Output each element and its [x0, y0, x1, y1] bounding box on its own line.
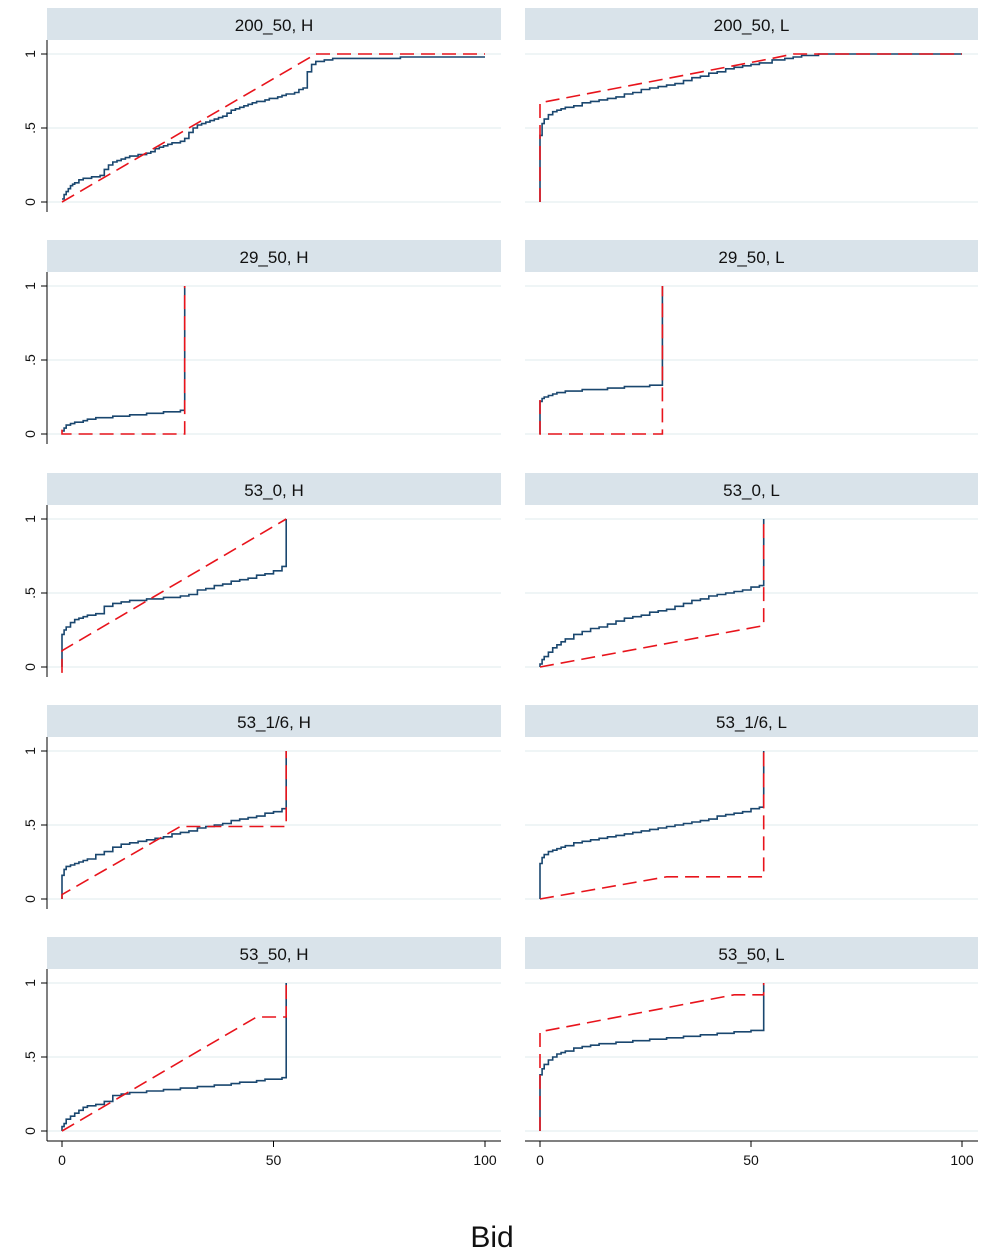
panel: 53_1/6, L — [525, 705, 978, 900]
series-empirical-line — [539, 519, 765, 667]
x-axis-label: Bid — [470, 1221, 513, 1254]
panel: 29_50, L — [525, 240, 978, 435]
y-tick-label: .5 — [22, 354, 38, 366]
y-tick-label: 1 — [22, 747, 38, 755]
series-predicted-line — [539, 751, 765, 900]
y-tick-label: 0 — [22, 895, 38, 903]
series-empirical-line — [61, 983, 287, 1131]
y-tick-label: 1 — [22, 50, 38, 58]
panel: 200_50, L — [525, 8, 978, 203]
series-empirical-line — [539, 286, 664, 434]
panel: 53_0, H 0 .5 1 — [22, 473, 501, 677]
panel-title: 53_1/6, L — [716, 713, 787, 732]
y-tick-label: .5 — [22, 587, 38, 599]
panel-header — [525, 473, 978, 505]
series-empirical-line — [539, 53, 962, 202]
panel-header — [47, 8, 501, 40]
series-predicted-line — [539, 286, 664, 435]
panel: 53_50, L 0 50 100 — [525, 937, 978, 1168]
x-tick-label: 50 — [266, 1152, 282, 1168]
panel-header — [525, 240, 978, 272]
panel-title: 29_50, H — [240, 248, 309, 267]
series-predicted-line — [539, 53, 962, 202]
series-predicted-line — [539, 983, 765, 1131]
series-empirical-line — [62, 56, 485, 200]
series-predicted-line — [61, 983, 287, 1132]
series-empirical-line — [61, 751, 287, 899]
y-tick-label: .5 — [22, 819, 38, 831]
y-tick-label: 0 — [22, 430, 38, 438]
panel-title: 53_50, H — [240, 945, 309, 964]
x-tick-label: 0 — [536, 1152, 544, 1168]
panel: 53_0, L — [525, 473, 978, 668]
panel: 29_50, H 0 .5 1 — [22, 240, 501, 444]
y-tick-label: 0 — [22, 198, 38, 206]
y-tick-label: 1 — [22, 282, 38, 290]
panel: 200_50, H 0 .5 1 — [22, 8, 501, 212]
panel-title: 29_50, L — [718, 248, 784, 267]
y-tick-label: .5 — [22, 1051, 38, 1063]
panel-header — [47, 705, 501, 737]
series-predicted-line — [61, 53, 485, 203]
panel-header — [525, 705, 978, 737]
panel-header — [525, 937, 978, 969]
y-tick-label: 0 — [22, 663, 38, 671]
series-empirical-line — [539, 983, 765, 1131]
x-tick-label: 100 — [950, 1152, 974, 1168]
series-predicted-line — [61, 518, 287, 673]
panel-header — [47, 240, 501, 272]
panel-header — [47, 473, 501, 505]
series-predicted-line — [61, 286, 186, 435]
series-predicted-line — [61, 751, 287, 899]
x-tick-label: 50 — [743, 1152, 759, 1168]
x-tick-label: 100 — [473, 1152, 497, 1168]
panel-header — [47, 937, 501, 969]
panel-header — [525, 8, 978, 40]
panel: 53_1/6, H 0 .5 1 — [22, 705, 501, 909]
panel-title: 200_50, L — [714, 16, 790, 35]
panel-title: 200_50, H — [235, 16, 313, 35]
x-tick-label: 0 — [58, 1152, 66, 1168]
panel-title: 53_0, L — [723, 481, 780, 500]
series-empirical-line — [61, 519, 287, 667]
y-tick-label: .5 — [22, 122, 38, 134]
series-empirical-line — [62, 286, 186, 432]
panel-title: 53_50, L — [718, 945, 784, 964]
y-tick-label: 1 — [22, 515, 38, 523]
panel-title: 53_0, H — [244, 481, 304, 500]
panel: 53_50, H 0 .5 1 0 50 100 — [22, 937, 501, 1168]
y-tick-label: 1 — [22, 979, 38, 987]
panel-title: 53_1/6, H — [237, 713, 311, 732]
y-tick-label: 0 — [22, 1127, 38, 1135]
series-empirical-line — [539, 751, 765, 899]
series-predicted-line — [539, 519, 765, 668]
